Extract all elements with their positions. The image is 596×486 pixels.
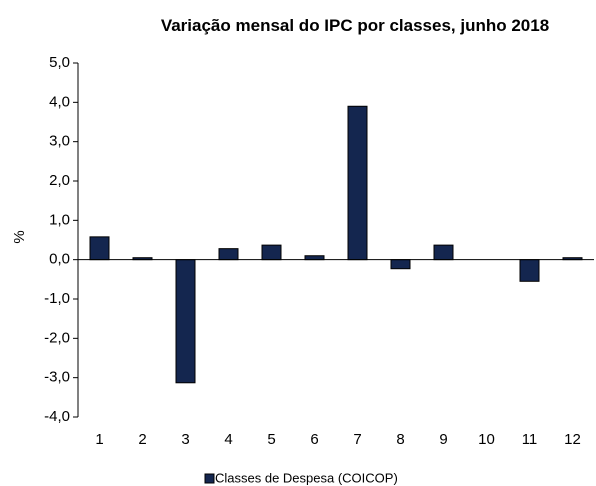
legend-label: Classes de Despesa (COICOP) — [215, 470, 398, 485]
bar — [89, 236, 110, 261]
x-tick-label: 6 — [310, 431, 318, 448]
y-tick-label: 2,0 — [49, 172, 70, 189]
legend-swatch — [204, 473, 215, 484]
x-tick-label: 2 — [138, 431, 146, 448]
chart-title: Variação mensal do IPC por classes, junh… — [160, 16, 550, 35]
x-tick-label: 4 — [224, 431, 232, 448]
y-tick-label: -3,0 — [44, 369, 70, 386]
y-tick-label: 1,0 — [49, 211, 70, 228]
x-tick-label: 7 — [353, 431, 361, 448]
x-tick-label: 11 — [522, 431, 538, 448]
bar — [175, 259, 196, 384]
x-tick-label: 10 — [478, 431, 495, 448]
y-tick-label: 3,0 — [49, 133, 70, 150]
bar — [390, 259, 411, 270]
x-tick-label: 12 — [564, 431, 581, 448]
bar — [304, 255, 325, 261]
x-tick-label: 8 — [396, 431, 404, 448]
y-tick-label: 0,0 — [49, 251, 70, 268]
bar — [261, 244, 282, 261]
bar — [519, 259, 540, 282]
y-tick-label: -2,0 — [44, 329, 70, 346]
x-tick-label: 5 — [267, 431, 275, 448]
bar — [347, 105, 368, 261]
bar — [218, 248, 239, 261]
y-tick-label: -1,0 — [44, 290, 70, 307]
x-tick-label: 1 — [95, 431, 103, 448]
bar — [433, 244, 454, 261]
y-tick-label: -4,0 — [44, 408, 70, 425]
y-tick-label: 4,0 — [49, 93, 70, 110]
x-tick-label: 9 — [439, 431, 447, 448]
x-tick-label: 3 — [181, 431, 189, 448]
y-axis-label: % — [11, 230, 28, 243]
y-tick-label: 5,0 — [49, 54, 70, 71]
